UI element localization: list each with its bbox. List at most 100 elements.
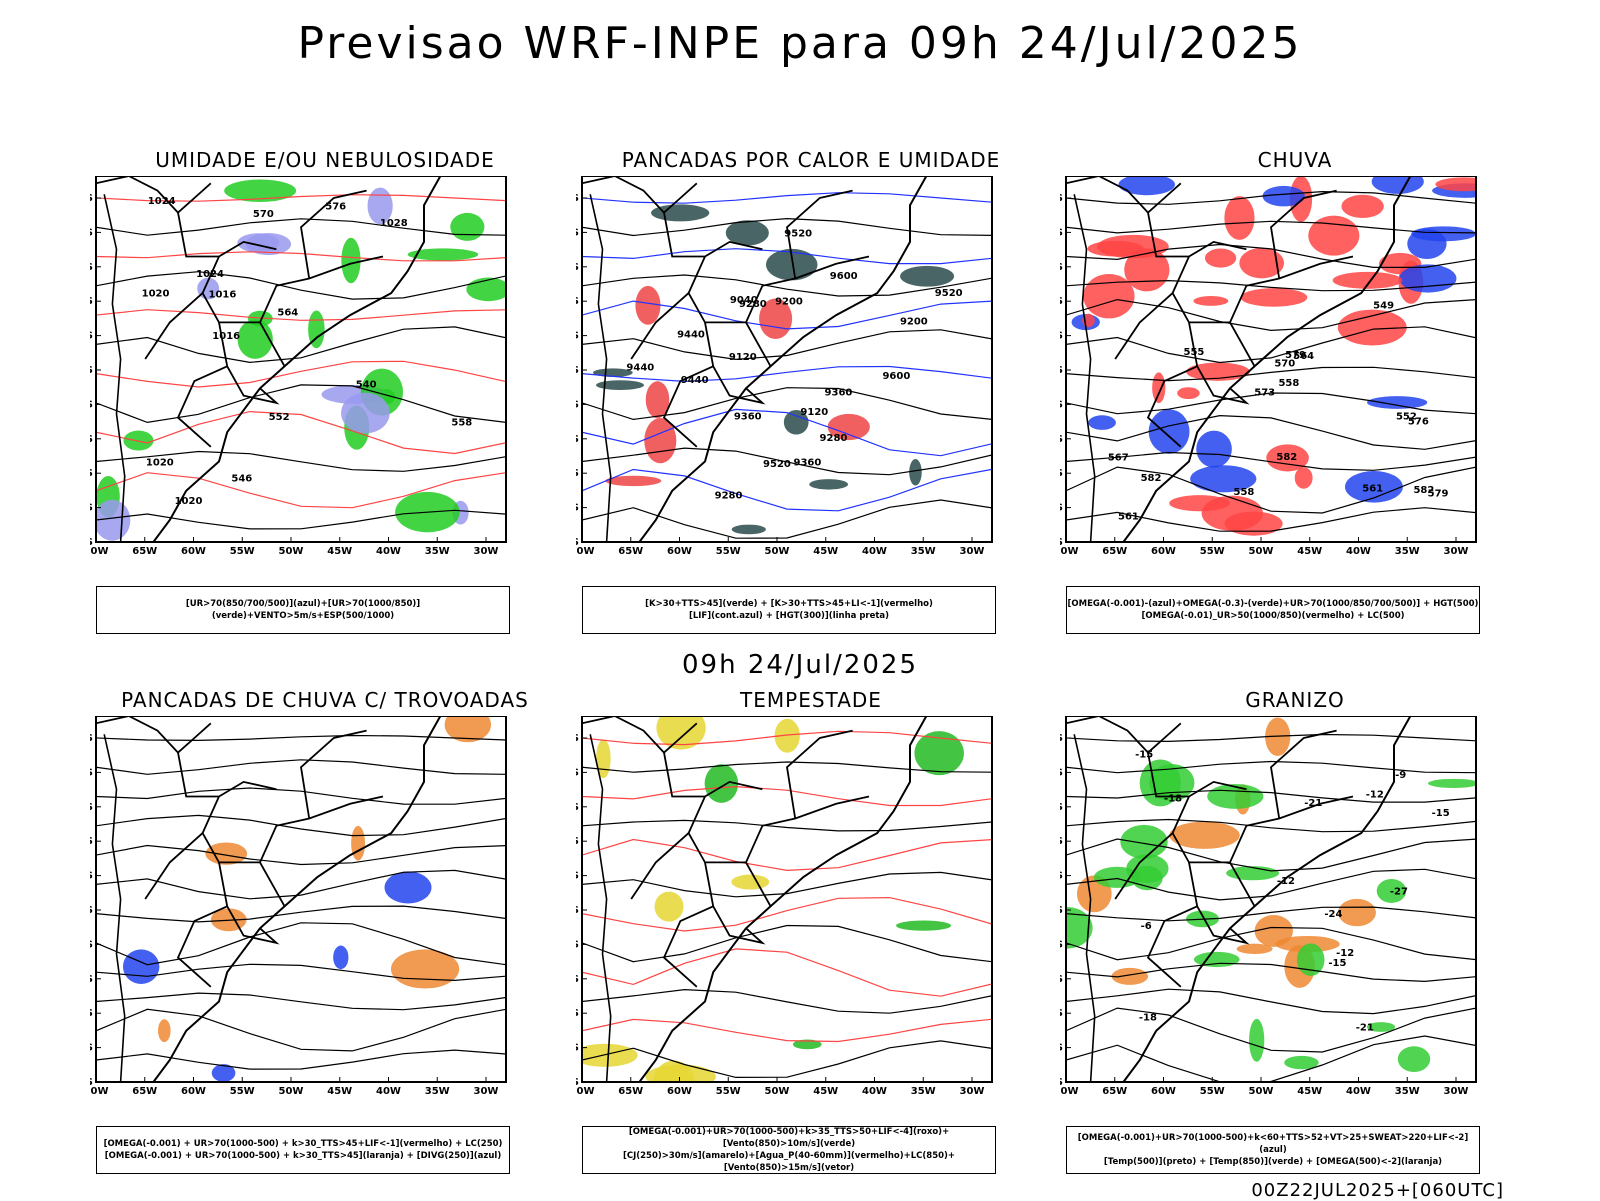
contour-label: -24 — [1324, 909, 1342, 920]
contour-line — [1066, 414, 1476, 450]
lat-label: 12S — [576, 193, 579, 204]
contour-label: 549 — [1373, 300, 1394, 311]
lat-label: 15S — [90, 767, 93, 778]
lat-label: 39S — [576, 1043, 579, 1054]
lat-label: 42S — [576, 1077, 579, 1088]
lat-label: 30S — [576, 939, 579, 950]
contour-line — [582, 499, 992, 539]
contour-line — [1066, 466, 1476, 514]
legend-line-1: [OMEGA(-0.001)+UR>70(1000-500)+k<60+TTS>… — [1077, 1133, 1469, 1155]
lon-label: 60W — [1151, 546, 1176, 557]
legend-umidade: [UR>70(850/700/500)](azul)+[UR>70(1000/8… — [96, 586, 510, 634]
shaded-area — [1249, 1018, 1265, 1062]
shaded-area — [1435, 177, 1476, 192]
shaded-area — [466, 277, 506, 302]
country-border — [218, 322, 280, 405]
contour-line — [1066, 507, 1476, 532]
contour-label: 9120 — [729, 352, 757, 363]
lat-label: 30S — [90, 939, 93, 950]
contour-label: -9 — [1395, 770, 1406, 781]
panel-title: PANCADAS DE CHUVA C/ TROVOADAS — [121, 688, 529, 712]
lat-label: 21S — [90, 836, 93, 847]
country-border — [1270, 729, 1337, 819]
contour-label: -12 — [1366, 790, 1384, 801]
lat-label: 15S — [576, 767, 579, 778]
panel-chuva: CHUVA 582 582 582 579 579 576 573 570 567 564 561 5… — [1060, 148, 1530, 634]
shaded-area — [407, 248, 479, 261]
panel-title: GRANIZO — [1245, 688, 1345, 712]
contour-line — [96, 905, 506, 923]
shaded-area — [783, 409, 809, 435]
country-border — [96, 176, 212, 214]
shaded-area — [1332, 271, 1403, 289]
shaded-area — [596, 380, 644, 390]
contour-line — [96, 309, 506, 321]
contour-label: 9280 — [820, 433, 848, 444]
shaded-area — [1397, 1046, 1431, 1072]
contour-label: 9040 — [730, 295, 758, 306]
lat-label: 15S — [90, 227, 93, 238]
contour-line — [1066, 451, 1476, 471]
contour-label: 1020 — [142, 288, 170, 299]
lat-label: 27S — [1060, 365, 1063, 376]
pacific-coastline — [1073, 734, 1096, 1082]
country-border — [1114, 832, 1174, 900]
map-svg: 12S 15S 18S 21S 24S 27S 30S 33S 36S 39S 42S70W 65W 6… — [90, 716, 507, 1097]
map-frame — [581, 716, 993, 1083]
lat-label: 27S — [90, 905, 93, 916]
main-title: Previsao WRF-INPE para 09h 24/Jul/2025 — [297, 18, 1303, 69]
shaded-area — [341, 237, 361, 284]
contour-line — [582, 730, 992, 746]
contour-label: -18 — [1164, 794, 1182, 805]
map-pancadas-calor: 9600 9600 9520 9520 9520 9440 9440 9440 9360 9360… — [576, 176, 1046, 576]
map-svg: -6-9-12-12-15-15-18-21-24-27-12-15-18-21… — [1060, 716, 1477, 1097]
contour-label: 9360 — [734, 411, 762, 422]
contour-line — [1066, 243, 1476, 268]
shaded-area — [224, 179, 297, 202]
map-svg: 9600 9600 9520 9520 9520 9440 9440 9440 9360 9360… — [576, 176, 993, 557]
contour-label: 570 — [253, 209, 274, 220]
contour-line — [1066, 789, 1476, 803]
legend-line-2: [LIF](cont.azul) + [HGT(300)](linha pret… — [688, 611, 890, 621]
lon-label: 50W — [765, 546, 790, 557]
lon-label: 35W — [911, 1086, 936, 1097]
contour-label: 561 — [1362, 483, 1383, 494]
lat-label: 30S — [1060, 399, 1063, 410]
lat-label: 39S — [576, 503, 579, 514]
shaded-area — [351, 825, 366, 861]
shaded-area — [1111, 967, 1149, 985]
shaded-area — [1338, 898, 1376, 927]
lon-label: 55W — [230, 1086, 255, 1097]
contour-label: 582 — [1276, 452, 1297, 463]
lon-label: 70W — [1060, 546, 1078, 557]
shaded-area — [245, 233, 292, 256]
contour-label: 9520 — [784, 229, 812, 240]
contour-label: 558 — [1278, 378, 1299, 389]
country-border — [259, 795, 384, 863]
contour-line — [96, 922, 506, 966]
shaded-area — [1366, 1022, 1396, 1032]
contour-label: -6 — [1141, 921, 1152, 932]
contour-label: 552 — [269, 412, 290, 423]
shaded-area — [653, 1060, 695, 1082]
contour-line — [582, 948, 992, 997]
shaded-area — [1344, 471, 1403, 503]
contour-line — [96, 194, 506, 202]
lat-label: 27S — [576, 365, 579, 376]
legend-line-1: [OMEGA(-0.001) + UR>70(1000-500) + k>30_… — [103, 1139, 503, 1149]
contour-label: 9440 — [677, 329, 705, 340]
shaded-area — [1088, 415, 1116, 430]
shaded-area — [1169, 495, 1230, 512]
lon-label: 35W — [425, 546, 450, 557]
contour-label: 576 — [325, 202, 346, 213]
lat-label: 42S — [576, 537, 579, 548]
map-frame — [1065, 176, 1477, 543]
contour-line — [582, 274, 992, 297]
lat-label: 18S — [90, 802, 93, 813]
panel-pancadas-trovoadas: PANCADAS DE CHUVA C/ TROVOADAS 12S 15S 18S… — [90, 688, 560, 1174]
shaded-area — [1118, 176, 1175, 196]
country-border — [745, 795, 870, 863]
contour-line — [1066, 366, 1476, 382]
lat-label: 18S — [576, 802, 579, 813]
lon-label: 50W — [279, 546, 304, 557]
